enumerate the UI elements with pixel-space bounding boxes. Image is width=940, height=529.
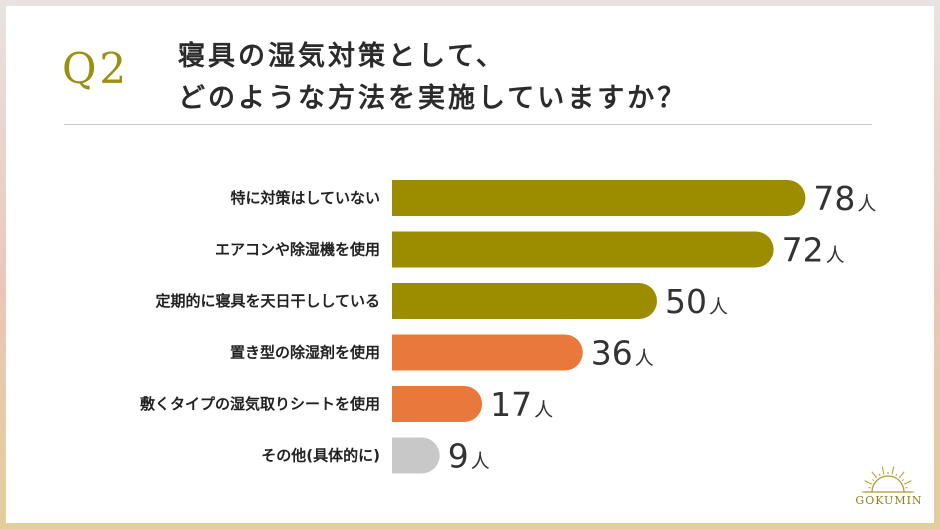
bar-5	[392, 386, 483, 422]
value-label-4: 36 人	[591, 334, 654, 373]
value-label-3: 50 人	[665, 282, 728, 321]
question-number: Q2	[62, 44, 130, 93]
category-label-3: 定期的に寝具を天日干ししている	[155, 292, 380, 310]
sunburst-logo-icon	[862, 466, 914, 493]
bar-4	[392, 334, 583, 371]
category-label-2: エアコンや除湿機を使用	[215, 241, 380, 259]
question-title-line-2: どのような方法を実施していますか？	[178, 83, 688, 114]
category-label-6: その他(具体的に)	[261, 447, 380, 465]
value-label-5: 17 人	[490, 385, 553, 424]
title-divider	[64, 124, 872, 125]
bar-6	[392, 437, 440, 474]
category-label-4: 置き型の除湿剤を使用	[230, 344, 380, 362]
category-label-1: 特に対策はしていない	[230, 189, 380, 207]
value-label-2: 72 人	[782, 231, 845, 270]
bar-2	[392, 231, 774, 268]
value-label-1: 78 人	[813, 179, 876, 218]
bar-1	[392, 180, 806, 216]
question-title-line-1: 寝具の湿気対策として、	[178, 41, 506, 72]
bar-3	[392, 283, 657, 319]
brand-name: GOKUMIN	[855, 494, 923, 507]
category-label-5: 敷くタイプの湿気取りシートを使用	[140, 395, 380, 413]
